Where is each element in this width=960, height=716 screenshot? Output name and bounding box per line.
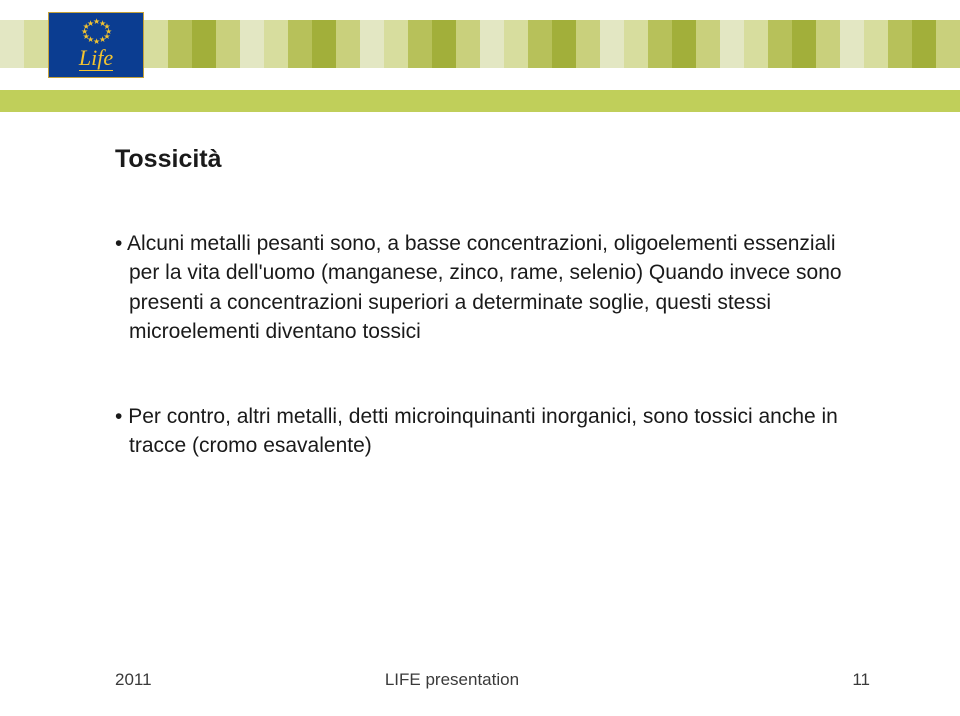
- mosaic-cell: [408, 20, 432, 68]
- mosaic-cell: [192, 20, 216, 68]
- mosaic-cell: [552, 20, 576, 68]
- mosaic-cell: [24, 20, 48, 68]
- mosaic-cell: [528, 20, 552, 68]
- mosaic-cell: [456, 20, 480, 68]
- mosaic-cell: [816, 20, 840, 68]
- mosaic-cell: [216, 20, 240, 68]
- slide-footer: 2011 LIFE presentation 11: [0, 670, 960, 690]
- slide-title: Tossicità: [115, 145, 855, 174]
- mosaic-strip: [0, 20, 960, 68]
- mosaic-cell: [504, 20, 528, 68]
- mosaic-cell: [624, 20, 648, 68]
- mosaic-cell: [936, 20, 960, 68]
- mosaic-cell: [480, 20, 504, 68]
- mosaic-cell: [240, 20, 264, 68]
- star-icon: ★: [87, 21, 92, 26]
- mosaic-cell: [720, 20, 744, 68]
- mosaic-cell: [144, 20, 168, 68]
- mosaic-cell: [744, 20, 768, 68]
- slide-content: Tossicità • Alcuni metalli pesanti sono,…: [115, 145, 855, 515]
- mosaic-cell: [912, 20, 936, 68]
- logo-text: Life: [79, 47, 113, 71]
- mosaic-cell: [648, 20, 672, 68]
- mosaic-cell: [600, 20, 624, 68]
- bullet-text: • Per contro, altri metalli, detti micro…: [115, 402, 855, 461]
- mosaic-cell: [672, 20, 696, 68]
- footer-page-number: 11: [852, 670, 870, 690]
- mosaic-cell: [888, 20, 912, 68]
- mosaic-cell: [384, 20, 408, 68]
- mosaic-cell: [768, 20, 792, 68]
- mosaic-cell: [576, 20, 600, 68]
- mosaic-cell: [336, 20, 360, 68]
- mosaic-cell: [840, 20, 864, 68]
- mosaic-cell: [288, 20, 312, 68]
- bullet-2: • Per contro, altri metalli, detti micro…: [115, 402, 855, 461]
- mosaic-cell: [264, 20, 288, 68]
- mosaic-cell: [168, 20, 192, 68]
- mosaic-cell: [432, 20, 456, 68]
- mosaic-cell: [864, 20, 888, 68]
- mosaic-cell: [696, 20, 720, 68]
- bullet-1: • Alcuni metalli pesanti sono, a basse c…: [115, 229, 855, 347]
- bullet-text: • Alcuni metalli pesanti sono, a basse c…: [115, 229, 855, 347]
- life-logo: ★★★★★★★★★★★★ Life: [48, 12, 144, 78]
- mosaic-cell: [792, 20, 816, 68]
- footer-title: LIFE presentation: [52, 670, 853, 690]
- logo-stars: ★★★★★★★★★★★★: [71, 19, 121, 45]
- mosaic-cell: [312, 20, 336, 68]
- mosaic-cell: [0, 20, 24, 68]
- mosaic-cell: [360, 20, 384, 68]
- accent-bar: [0, 90, 960, 112]
